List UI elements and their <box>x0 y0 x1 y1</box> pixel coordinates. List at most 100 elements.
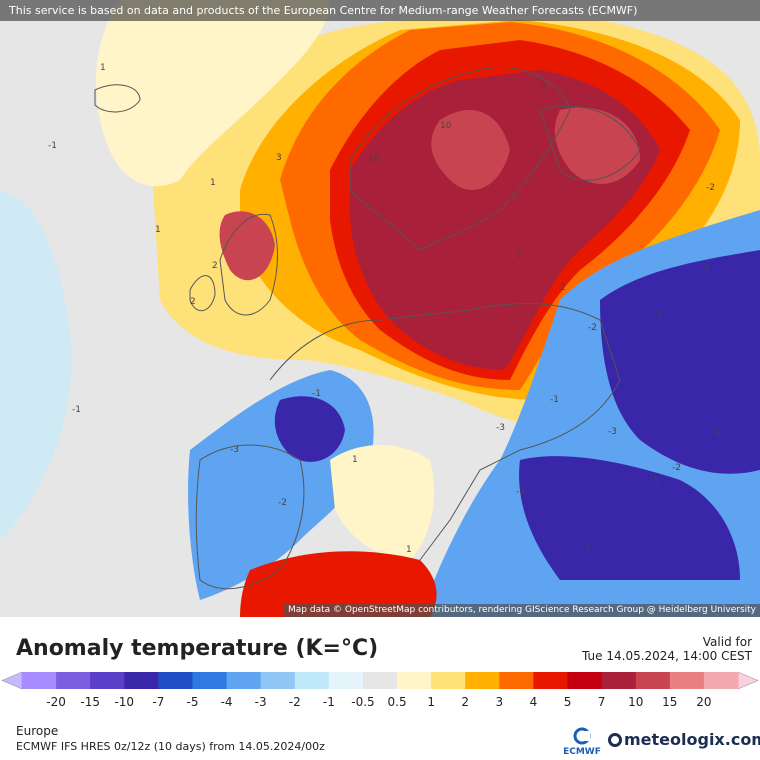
cold-anomaly-core-balkans <box>519 456 740 580</box>
contour-label: -3 <box>712 429 721 439</box>
contour-label: -1 <box>48 141 57 151</box>
legend-swatch <box>703 672 739 689</box>
contour-label: -2 <box>588 323 597 333</box>
contour-label: 2 <box>212 261 218 271</box>
legend-tick-label: -7 <box>152 695 164 709</box>
contour-label: 2 <box>190 297 196 307</box>
legend-tick-label: -2 <box>289 695 301 709</box>
legend-tick-label: 3 <box>496 695 504 709</box>
legend-high-arrow <box>737 671 759 690</box>
contour-label: -1 <box>72 405 81 415</box>
italy-mild-zone <box>330 445 434 560</box>
contour-label: 10 <box>368 155 380 165</box>
brand-text: meteologix.com <box>624 730 760 749</box>
legend-tick-label: 0.5 <box>388 695 407 709</box>
contour-label: 10 <box>440 121 452 131</box>
legend-swatch <box>397 672 432 689</box>
color-legend: -20 -15 -10 -7 -5 -4 -3 -2 -1 -0.5 0.5 1 2 3 4 5 7 10 15 20 <box>0 670 760 710</box>
legend-tick-label: -0.5 <box>351 695 374 709</box>
legend-swatch <box>567 672 603 689</box>
legend-swatch <box>22 672 57 689</box>
legend-swatch <box>635 672 671 689</box>
contour-labels: 1 1 -1 1 -1 3 10 10 5 -2 2 -2 -3 -5 -3 -3 -2 -1 1 -3 -2 -5 2 1 2… <box>48 63 721 555</box>
legend-tick-label: 5 <box>564 695 572 709</box>
legend-swatch <box>260 672 296 689</box>
contour-label: 1 <box>100 63 106 73</box>
atlantic-cool-zone <box>0 190 72 540</box>
legend-swatch <box>431 672 466 689</box>
legend-swatch <box>533 672 569 689</box>
ecmwf-source-notice: This service is based on data and produc… <box>0 0 760 21</box>
map-title: Anomaly temperature (K=°C) <box>16 636 379 661</box>
cold-anomaly-core-west <box>274 396 345 462</box>
legend-swatch <box>362 672 398 689</box>
contour-label: 2 <box>560 283 566 293</box>
warm-anomaly-peak-2 <box>554 107 640 184</box>
contour-label: -2 <box>706 183 715 193</box>
contour-label: -1 <box>312 389 321 399</box>
legend-tick-label: -5 <box>186 695 198 709</box>
contour-label: -5 <box>650 477 659 487</box>
uk-warm-patch <box>219 211 275 281</box>
legend-swatch <box>192 672 228 689</box>
legend-swatch <box>601 672 637 689</box>
legend-tick-label: 7 <box>598 695 606 709</box>
contour-label: -3 <box>496 423 505 433</box>
legend-tick-label: 4 <box>530 695 538 709</box>
legend-tick-label: -20 <box>46 695 66 709</box>
contour-label: 3 <box>584 545 590 555</box>
meteologix-brand[interactable]: meteologix.com <box>608 730 760 749</box>
contour-label: 1 <box>210 178 216 188</box>
contour-label: -2 <box>672 463 681 473</box>
legend-swatch <box>158 672 193 689</box>
legend-low-arrow <box>1 671 23 690</box>
ecmwf-label: ECMWF <box>563 747 601 756</box>
legend-tick-label: -4 <box>221 695 233 709</box>
legend-tick-label: -10 <box>114 695 134 709</box>
contour-label: 1 <box>406 545 412 555</box>
legend-swatch <box>90 672 125 689</box>
map-attribution[interactable]: Map data © OpenStreetMap contributors, r… <box>284 604 760 617</box>
contour-label: 3 <box>276 153 282 163</box>
north-africa-warm-zone <box>240 551 437 617</box>
region-label: Europe <box>16 724 59 738</box>
legend-swatch <box>499 672 534 689</box>
legend-tick-label: 2 <box>461 695 469 709</box>
valid-label: Valid for <box>702 635 752 649</box>
legend-tick-label: 1 <box>427 695 435 709</box>
coastlines <box>94 66 641 590</box>
contour-label: -1 <box>516 487 525 497</box>
legend-swatch <box>124 672 159 689</box>
warm-anomaly-peak-1 <box>431 110 510 190</box>
legend-tick-label: -15 <box>80 695 100 709</box>
anomaly-map[interactable]: 1 1 -1 1 -1 3 10 10 5 -2 2 -2 -3 -5 -3 -3 -2 -1 1 -3 -2 -5 2 1 2… <box>0 0 760 617</box>
contour-label: 1 <box>155 225 161 235</box>
contour-label: -3 <box>608 427 617 437</box>
cold-anomaly-core-east <box>600 250 760 474</box>
valid-time: Tue 14.05.2024, 14:00 CEST <box>582 649 752 663</box>
legend-tick-label: 10 <box>628 695 643 709</box>
ecmwf-logo: ECMWF <box>556 726 608 757</box>
ecmwf-icon: ECMWF <box>563 727 601 757</box>
legend-tick-label: -1 <box>323 695 335 709</box>
legend-swatch <box>226 672 262 689</box>
warm-anomaly-zone-2 <box>96 0 330 187</box>
contour-label: -2 <box>278 498 287 508</box>
legend-swatch <box>669 672 705 689</box>
map-canvas: 1 1 -1 1 -1 3 10 10 5 -2 2 -2 -3 -5 -3 -3 -2 -1 1 -3 -2 -5 2 1 2… <box>0 0 760 617</box>
legend-swatch <box>56 672 91 689</box>
legend-swatch <box>294 672 330 689</box>
legend-tick-label: -3 <box>255 695 267 709</box>
contour-label: -1 <box>550 395 559 405</box>
legend-scale: -20 -15 -10 -7 -5 -4 -3 -2 -1 -0.5 0.5 1 2 3 4 5 7 10 15 20 <box>1 671 759 709</box>
meteologix-logo-icon <box>608 733 622 747</box>
contour-label: 1 <box>352 455 358 465</box>
contour-label: -3 <box>230 445 239 455</box>
contour-label: 1 <box>516 251 522 261</box>
contour-label: -3 <box>700 265 709 275</box>
legend-tick-label: 15 <box>662 695 677 709</box>
contour-label: 5 <box>540 83 546 93</box>
legend-swatch <box>328 672 364 689</box>
legend-swatch <box>465 672 500 689</box>
model-info: ECMWF IFS HRES 0z/12z (10 days) from 14.… <box>16 740 325 753</box>
